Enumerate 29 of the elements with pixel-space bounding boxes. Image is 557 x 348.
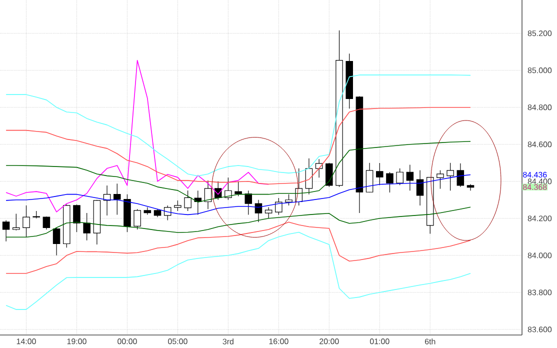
candlestick (376, 162, 384, 186)
candlestick (396, 168, 404, 186)
candlestick (386, 172, 394, 193)
candlestick (42, 216, 50, 230)
candlestick (204, 180, 212, 210)
candlestick (285, 194, 292, 206)
candlestick (366, 162, 374, 193)
candlestick (73, 204, 80, 232)
candlestick (456, 163, 464, 188)
candlestick (406, 164, 414, 191)
candlestick (264, 206, 272, 219)
candlestick (83, 212, 90, 241)
candlestick (446, 162, 454, 191)
candlestick (12, 213, 20, 231)
candlestick (22, 205, 30, 238)
candlestick (244, 190, 252, 215)
candlestick (164, 205, 172, 221)
candlestick (326, 162, 333, 188)
candlestick (2, 220, 10, 242)
candlestick (436, 170, 444, 190)
candlestick (275, 198, 282, 215)
candlestick (184, 190, 192, 212)
candlestick (134, 208, 141, 230)
candlestick (416, 170, 424, 206)
candlestick (174, 200, 182, 212)
candlestick (113, 183, 121, 215)
candlestick (466, 184, 474, 191)
candlestick (234, 181, 242, 196)
candlestick (52, 227, 60, 256)
